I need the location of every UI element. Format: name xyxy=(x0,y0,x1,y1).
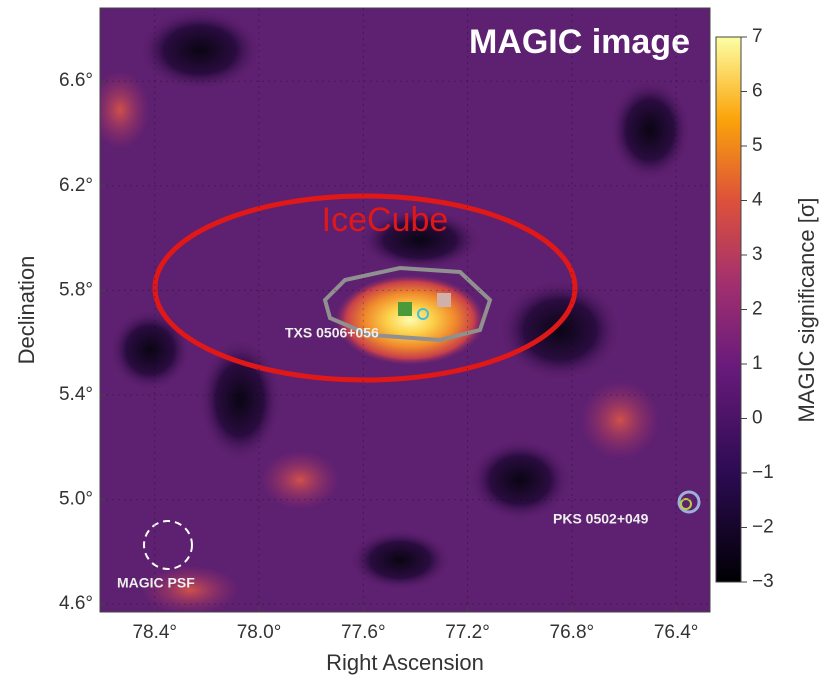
annotation: TXS 0506+056 xyxy=(285,325,379,341)
x-tick-label: 77.6° xyxy=(341,622,386,643)
colorbar-tick-label: 2 xyxy=(752,299,763,320)
colorbar-tick-label: 5 xyxy=(752,135,763,156)
colorbar-tick-label: 1 xyxy=(752,353,763,374)
y-tick-label: 6.2° xyxy=(59,175,93,196)
annotation: PKS 0502+049 xyxy=(553,511,649,527)
y-axis-label: Declination xyxy=(14,256,39,365)
y-tick-label: 6.6° xyxy=(59,70,93,91)
x-tick-label: 76.4° xyxy=(654,622,699,643)
colorbar-tick-label: 7 xyxy=(752,26,763,47)
colorbar-tick-label: 6 xyxy=(752,81,763,102)
x-tick-label: 78.0° xyxy=(237,622,282,643)
source-marker xyxy=(437,293,451,307)
x-axis-label: Right Ascension xyxy=(326,650,484,675)
colorbar-tick-label: −3 xyxy=(752,571,774,592)
x-tick-label: 78.4° xyxy=(132,622,177,643)
colorbar-tick-label: 0 xyxy=(752,408,763,429)
annotation: IceCube xyxy=(322,201,449,239)
source-marker xyxy=(398,302,412,316)
x-tick-label: 77.2° xyxy=(445,622,490,643)
colorbar xyxy=(716,37,741,582)
annotation: MAGIC PSF xyxy=(117,575,195,591)
colorbar-label: MAGIC significance [σ] xyxy=(794,197,819,422)
colorbar-tick-label: −2 xyxy=(752,517,774,538)
chart: MAGIC image IceCube TXS 0506+056 PKS 050… xyxy=(0,0,825,679)
colorbar-tick-label: −1 xyxy=(752,462,774,483)
y-tick-label: 5.8° xyxy=(59,279,93,300)
colorbar-tick-label: 4 xyxy=(752,190,763,211)
chart-title: MAGIC image xyxy=(469,23,690,61)
y-tick-label: 5.4° xyxy=(59,384,93,405)
y-tick-label: 5.0° xyxy=(59,489,93,510)
y-tick-label: 4.6° xyxy=(59,593,93,614)
colorbar-tick-label: 3 xyxy=(752,244,763,265)
x-tick-label: 76.8° xyxy=(550,622,595,643)
